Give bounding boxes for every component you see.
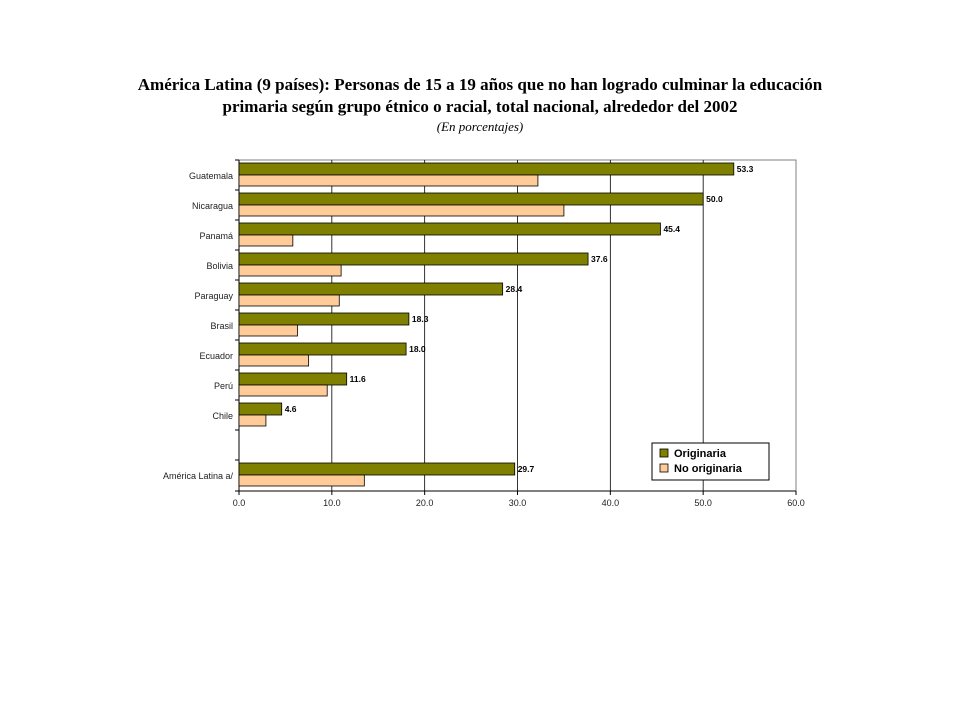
category-label: Guatemala xyxy=(189,171,233,181)
data-label-originaria: 28.4 xyxy=(506,284,523,294)
x-tick-label: 60.0 xyxy=(787,498,805,508)
legend-item-originaria-label: Originaria xyxy=(674,448,727,460)
bar-originaria xyxy=(238,372,348,386)
category-label: Brasil xyxy=(210,321,233,331)
x-tick-label: 30.0 xyxy=(509,498,527,508)
x-tick-label: 20.0 xyxy=(416,498,434,508)
chart-title-line-2: primaria según grupo étnico o racial, to… xyxy=(222,97,738,116)
x-tick-label: 40.0 xyxy=(602,498,620,508)
category-label: América Latina a/ xyxy=(163,471,234,481)
category-label: Paraguay xyxy=(194,291,233,301)
bar-originaria xyxy=(238,342,407,356)
category-label: Nicaragua xyxy=(192,201,233,211)
data-label-originaria: 11.6 xyxy=(350,374,366,384)
bar-no-originaria xyxy=(238,414,267,427)
data-label-originaria: 4.6 xyxy=(285,404,297,414)
category-label: Bolivia xyxy=(206,261,233,271)
bar-originaria xyxy=(238,192,704,206)
bar-originaria xyxy=(238,162,735,176)
bar-originaria xyxy=(238,462,516,476)
category-label: Panamá xyxy=(199,231,233,241)
legend-item-no-originaria-swatch xyxy=(659,463,669,473)
bar-originaria xyxy=(238,252,589,266)
bar-no-originaria xyxy=(238,204,565,217)
bar-no-originaria xyxy=(238,474,365,487)
category-label: Ecuador xyxy=(199,351,233,361)
bar-no-originaria xyxy=(238,354,310,367)
data-label-originaria: 37.6 xyxy=(591,254,608,264)
data-label-originaria: 53.3 xyxy=(737,164,754,174)
bar-originaria xyxy=(238,312,410,326)
x-tick-label: 10.0 xyxy=(323,498,341,508)
legend-box xyxy=(651,442,770,481)
x-tick-label: 50.0 xyxy=(694,498,712,508)
bar-no-originaria xyxy=(238,294,340,307)
bar-no-originaria xyxy=(238,264,342,277)
bar-no-originaria xyxy=(238,234,294,247)
data-label-originaria: 50.0 xyxy=(706,194,723,204)
category-label: Perú xyxy=(214,381,233,391)
data-label-originaria: 45.4 xyxy=(663,224,680,234)
bar-no-originaria xyxy=(238,384,328,397)
chart-subtitle: (En porcentajes) xyxy=(436,119,524,134)
chart-title-block: América Latina (9 países): Personas de 1… xyxy=(60,74,900,136)
bar-originaria xyxy=(238,282,504,296)
data-label-originaria: 18.3 xyxy=(412,314,429,324)
category-label: Chile xyxy=(212,411,233,421)
bar-originaria xyxy=(238,402,283,416)
legend-item-no-originaria-label: No originaria xyxy=(674,463,743,475)
bar-no-originaria xyxy=(238,174,539,187)
bar-originaria xyxy=(238,222,661,236)
x-tick-label: 0.0 xyxy=(233,498,246,508)
chart-title-line-1: América Latina (9 países): Personas de 1… xyxy=(137,75,823,94)
data-label-originaria: 29.7 xyxy=(518,464,535,474)
legend-item-originaria-swatch xyxy=(659,448,669,458)
bar-no-originaria xyxy=(238,324,298,337)
data-label-originaria: 18.0 xyxy=(409,344,426,354)
